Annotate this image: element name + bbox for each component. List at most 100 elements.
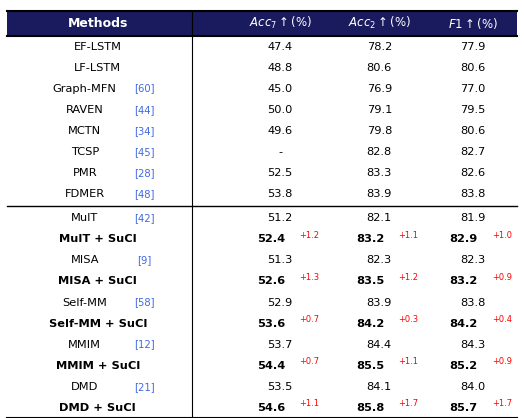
- Text: 84.0: 84.0: [461, 382, 486, 392]
- Text: +1.2: +1.2: [398, 273, 418, 282]
- Text: 84.2: 84.2: [450, 319, 478, 329]
- Text: 80.6: 80.6: [461, 63, 486, 73]
- Text: MMIM: MMIM: [68, 339, 101, 349]
- Text: 83.8: 83.8: [461, 189, 486, 199]
- Text: $Acc_7\uparrow(\%)$: $Acc_7\uparrow(\%)$: [249, 15, 312, 31]
- Text: 78.2: 78.2: [367, 41, 392, 51]
- Text: 82.9: 82.9: [450, 234, 478, 245]
- Text: 79.8: 79.8: [367, 126, 392, 135]
- Text: FDMER: FDMER: [65, 189, 105, 199]
- Text: Self-MM: Self-MM: [62, 298, 107, 308]
- Text: +1.1: +1.1: [398, 357, 418, 366]
- Text: 83.9: 83.9: [367, 189, 392, 199]
- Text: $Acc_2\uparrow(\%)$: $Acc_2\uparrow(\%)$: [348, 15, 411, 31]
- Text: 82.8: 82.8: [367, 147, 392, 157]
- Text: 84.3: 84.3: [461, 339, 486, 349]
- Text: MulT: MulT: [71, 214, 99, 223]
- Text: 54.6: 54.6: [257, 403, 285, 413]
- Text: +0.7: +0.7: [299, 357, 319, 366]
- Text: +0.4: +0.4: [492, 315, 512, 324]
- Text: 52.4: 52.4: [257, 234, 285, 245]
- Bar: [7, 11, 517, 36]
- Text: 83.9: 83.9: [367, 298, 392, 308]
- Text: [44]: [44]: [135, 104, 155, 115]
- Text: 52.6: 52.6: [257, 276, 285, 286]
- Text: MulT + SuCI: MulT + SuCI: [59, 234, 137, 245]
- Text: 83.2: 83.2: [356, 234, 384, 245]
- Text: 48.8: 48.8: [268, 63, 293, 73]
- Text: 83.8: 83.8: [461, 298, 486, 308]
- Text: +1.0: +1.0: [492, 231, 512, 240]
- Text: Methods: Methods: [68, 17, 128, 30]
- Text: 53.5: 53.5: [268, 382, 293, 392]
- Text: 76.9: 76.9: [367, 84, 392, 94]
- Text: DMD: DMD: [71, 382, 99, 392]
- Text: 85.7: 85.7: [450, 403, 478, 413]
- Text: 85.8: 85.8: [356, 403, 384, 413]
- Text: 81.9: 81.9: [461, 214, 486, 223]
- Text: [60]: [60]: [135, 84, 155, 94]
- Text: LF-LSTM: LF-LSTM: [74, 63, 122, 73]
- Text: MMIM + SuCI: MMIM + SuCI: [56, 361, 140, 371]
- Text: 53.6: 53.6: [257, 319, 285, 329]
- Text: 53.8: 53.8: [268, 189, 293, 199]
- Text: $F1\uparrow(\%)$: $F1\uparrow(\%)$: [448, 16, 498, 31]
- Text: 83.3: 83.3: [367, 168, 392, 178]
- Text: 84.2: 84.2: [356, 319, 384, 329]
- Text: Graph-MFN: Graph-MFN: [53, 84, 117, 94]
- Text: [9]: [9]: [138, 255, 152, 265]
- Text: TCSP: TCSP: [71, 147, 99, 157]
- Text: 80.6: 80.6: [367, 63, 392, 73]
- Text: 45.0: 45.0: [268, 84, 293, 94]
- Text: 82.7: 82.7: [461, 147, 486, 157]
- Text: -: -: [278, 147, 282, 157]
- Text: +1.2: +1.2: [299, 231, 319, 240]
- Text: EF-LSTM: EF-LSTM: [74, 41, 122, 51]
- Text: 79.1: 79.1: [367, 104, 392, 115]
- Text: 79.5: 79.5: [461, 104, 486, 115]
- Text: 47.4: 47.4: [268, 41, 293, 51]
- Text: 52.9: 52.9: [268, 298, 293, 308]
- Text: MISA + SuCI: MISA + SuCI: [58, 276, 137, 286]
- Text: Self-MM + SuCI: Self-MM + SuCI: [49, 319, 147, 329]
- Text: MISA: MISA: [71, 255, 99, 265]
- Text: +1.1: +1.1: [299, 400, 319, 408]
- Text: 54.4: 54.4: [257, 361, 285, 371]
- Text: 85.5: 85.5: [356, 361, 384, 371]
- Text: 84.4: 84.4: [367, 339, 392, 349]
- Text: 80.6: 80.6: [461, 126, 486, 135]
- Text: [34]: [34]: [135, 126, 155, 135]
- Text: +0.9: +0.9: [492, 357, 512, 366]
- Text: +0.3: +0.3: [398, 315, 418, 324]
- Text: RAVEN: RAVEN: [66, 104, 104, 115]
- Text: 53.7: 53.7: [268, 339, 293, 349]
- Text: [48]: [48]: [135, 189, 155, 199]
- Text: 83.5: 83.5: [356, 276, 384, 286]
- Text: [58]: [58]: [135, 298, 155, 308]
- Text: DMD + SuCI: DMD + SuCI: [59, 403, 136, 413]
- Text: [42]: [42]: [135, 214, 155, 223]
- Text: 83.2: 83.2: [450, 276, 478, 286]
- Text: 49.6: 49.6: [268, 126, 293, 135]
- Text: 85.2: 85.2: [450, 361, 478, 371]
- Text: +1.1: +1.1: [398, 231, 418, 240]
- Text: 82.1: 82.1: [367, 214, 392, 223]
- Text: +0.9: +0.9: [492, 273, 512, 282]
- Text: [28]: [28]: [135, 168, 155, 178]
- Text: PMR: PMR: [72, 168, 97, 178]
- Text: [21]: [21]: [135, 382, 155, 392]
- Text: +0.7: +0.7: [299, 315, 319, 324]
- Text: +1.7: +1.7: [398, 400, 418, 408]
- Text: 51.2: 51.2: [268, 214, 293, 223]
- Text: 77.9: 77.9: [461, 41, 486, 51]
- Text: +1.3: +1.3: [299, 273, 319, 282]
- Text: 77.0: 77.0: [461, 84, 486, 94]
- Text: 82.6: 82.6: [461, 168, 486, 178]
- Text: [12]: [12]: [135, 339, 155, 349]
- Text: 51.3: 51.3: [268, 255, 293, 265]
- Text: 50.0: 50.0: [268, 104, 293, 115]
- Text: [45]: [45]: [135, 147, 155, 157]
- Text: 82.3: 82.3: [367, 255, 392, 265]
- Text: 52.5: 52.5: [268, 168, 293, 178]
- Text: MCTN: MCTN: [68, 126, 101, 135]
